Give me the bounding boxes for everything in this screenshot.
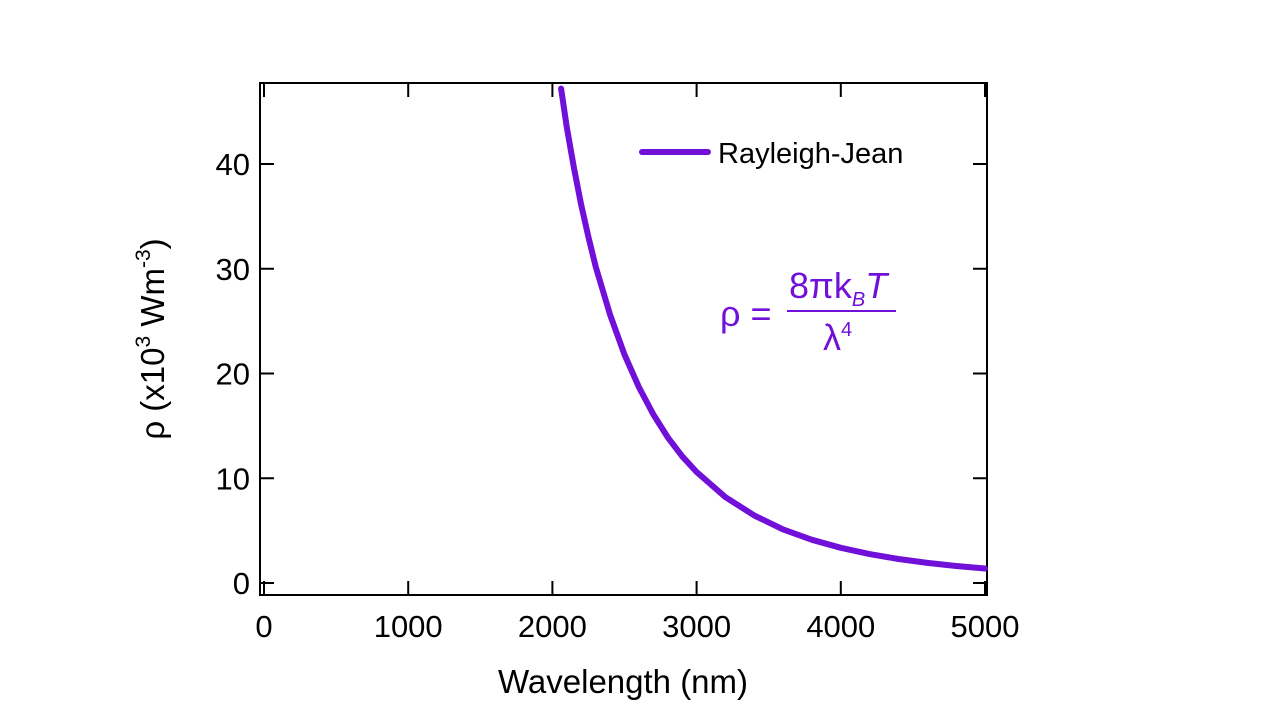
series-line-rayleigh-jean [558, 85, 988, 572]
x-tick-label: 4000 [806, 609, 875, 644]
x-tick-label: 1000 [374, 609, 443, 644]
y-axis-ticks: 0 10 20 30 40 [216, 147, 987, 601]
x-tick-label: 0 [255, 609, 272, 644]
y-axis-title-middle: Wm [134, 268, 171, 336]
formula-numerator-tail: T [865, 265, 890, 306]
formula-lhs: ρ = [720, 293, 772, 334]
formula-denominator-main: λ [823, 317, 841, 358]
y-axis-title-suffix: ) [134, 238, 171, 249]
plot-frame [259, 82, 988, 596]
x-axis-ticks: 0 1000 2000 3000 4000 5000 [255, 83, 1019, 644]
formula-denominator-sup: 4 [841, 319, 852, 341]
y-tick-label: 10 [216, 461, 250, 496]
y-tick-label: 40 [216, 147, 250, 182]
y-tick-label: 30 [216, 252, 250, 287]
formula-numerator-sub: B [852, 289, 865, 311]
series-layer [558, 85, 988, 572]
formula-denominator: λ4 [823, 317, 852, 358]
formula-numerator: 8πkBT [789, 265, 890, 311]
y-axis-title-exp2: -3 [132, 249, 155, 268]
x-tick-label: 5000 [951, 609, 1020, 644]
y-axis-title: ρ (x103 Wm-3) [132, 238, 171, 439]
formula-annotation: ρ = 8πkBT λ4 [720, 265, 896, 358]
formula-numerator-main: 8πk [789, 265, 853, 306]
x-axis-title: Wavelength (nm) [498, 663, 748, 700]
legend-label: Rayleigh-Jean [718, 138, 903, 170]
y-axis-title-exp1: 3 [132, 336, 155, 348]
x-tick-label: 3000 [662, 609, 731, 644]
y-tick-label: 20 [216, 357, 250, 392]
x-tick-label: 2000 [518, 609, 587, 644]
y-axis-title-prefix: ρ (x10 [134, 348, 171, 440]
y-tick-label: 0 [233, 566, 250, 601]
